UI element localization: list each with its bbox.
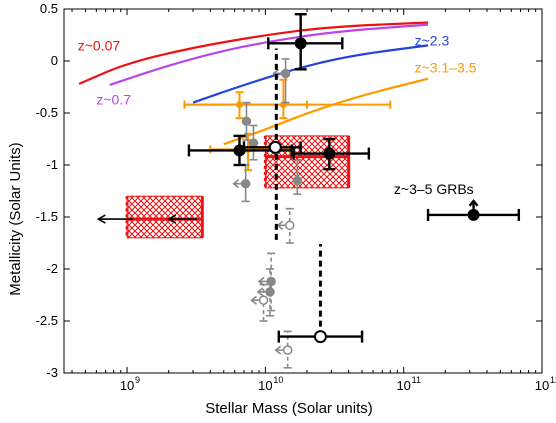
relation-line-z~3.1–3.5 — [223, 77, 429, 146]
plot-frame — [63, 8, 543, 374]
gray-point-6 — [266, 276, 276, 287]
x-tick-exp-0: 9 — [135, 375, 140, 385]
x-tick-label-3: 10 — [535, 378, 549, 393]
grb-point-2 — [268, 140, 282, 154]
grb-point-4 — [467, 208, 480, 221]
y-tick-label-0: 0.5 — [40, 1, 58, 16]
y-axis-label: Metallicity (Solar Units) — [7, 142, 24, 295]
y-tick-label-2: -0.5 — [36, 105, 58, 120]
x-tick-exp-3: 12 — [550, 375, 556, 385]
gray-point-5 — [284, 220, 295, 231]
gray-point-9 — [282, 345, 293, 355]
limit-arrow-head-1 — [167, 214, 177, 224]
y-tick-label-3: -1 — [46, 157, 58, 172]
x-tick-label-2: 10 — [396, 378, 410, 393]
y-tick-label-6: -2.5 — [36, 313, 58, 328]
relation-curves — [78, 21, 429, 146]
axes: 1091010101110120.50-0.5-1-1.5-2-2.5-3 — [36, 1, 556, 393]
grb-point-3 — [323, 147, 336, 160]
x-tick-exp-2: 11 — [412, 375, 421, 385]
y-tick-label-5: -2 — [46, 261, 58, 276]
x-tick-label-1: 10 — [258, 378, 272, 393]
x-tick-label-0: 10 — [120, 378, 134, 393]
curve-label-1: z~0.7 — [96, 92, 131, 108]
y-tick-label-7: -3 — [46, 365, 58, 380]
x-axis-label: Stellar Mass (Solar units) — [205, 400, 373, 417]
gray-point-1 — [241, 116, 252, 127]
limit-arrow-head-0 — [96, 214, 106, 224]
grb-point-5 — [313, 330, 327, 344]
hatched-box-cross-0 — [126, 195, 203, 239]
curve-label-3: z~3.1–3.5 — [415, 59, 477, 75]
grb-point-0 — [294, 37, 307, 50]
gray-point-8 — [258, 295, 269, 305]
gray-point-0 — [280, 68, 291, 79]
y-tick-label-1: 0 — [51, 53, 58, 68]
y-tick-label-4: -1.5 — [36, 209, 58, 224]
curve-label-2: z~2.3 — [415, 32, 450, 48]
data-points — [96, 12, 521, 369]
relation-line-z~0.7 — [109, 23, 429, 86]
relation-line-z~0.07 — [78, 21, 429, 85]
gray-point-4 — [292, 175, 302, 186]
x-tick-exp-1: 10 — [273, 375, 283, 385]
relation-line-z~2.3 — [192, 44, 429, 104]
curve-label-0: z~0.07 — [78, 38, 121, 54]
gray-point-7 — [265, 287, 275, 297]
curve-label-4: z~3–5 GRBs — [394, 181, 474, 197]
gray-point-2 — [248, 138, 259, 148]
gray-point-3 — [240, 178, 251, 189]
curve-labels: z~0.07 z~0.7 z~2.3 z~3.1–3.5 z~3–5 GRBs — [78, 32, 477, 197]
